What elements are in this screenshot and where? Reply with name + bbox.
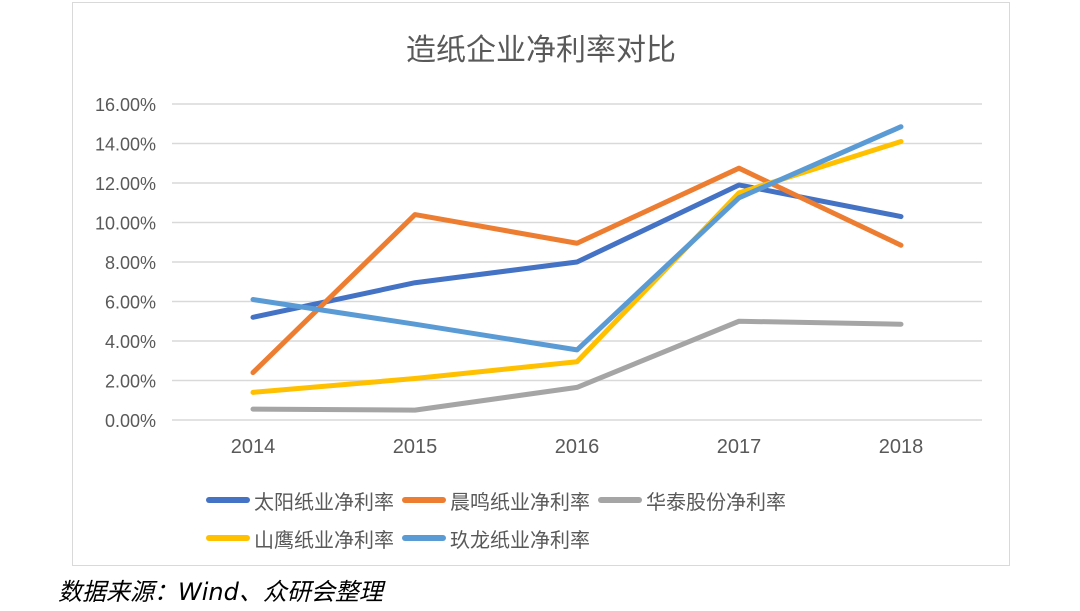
y-tick-label: 14.00% (95, 135, 156, 155)
legend-item: 晨鸣纸业净利率 (402, 486, 590, 515)
legend-swatch (206, 535, 250, 541)
legend-label: 华泰股份净利率 (646, 489, 786, 514)
series-line (250, 139, 904, 395)
source-note: 数据来源：Wind、众研会整理 (58, 578, 383, 606)
legend-item: 山鹰纸业净利率 (206, 524, 394, 553)
chart-legend: 太阳纸业净利率 晨鸣纸业净利率 华泰股份净利率 山鹰纸业净利率 玖龙纸业净利率 (206, 481, 926, 557)
legend-label: 晨鸣纸业净利率 (450, 489, 590, 514)
legend-item: 华泰股份净利率 (598, 486, 786, 515)
y-tick-label: 12.00% (95, 174, 156, 194)
legend-label: 山鹰纸业净利率 (254, 527, 394, 552)
series-line (250, 124, 904, 353)
legend-row: 太阳纸业净利率 晨鸣纸业净利率 华泰股份净利率 (206, 481, 926, 519)
series-line (250, 182, 904, 320)
x-tick-label: 2018 (879, 436, 924, 458)
legend-swatch (402, 535, 446, 541)
x-tick-label: 2017 (717, 436, 762, 458)
legend-swatch (206, 497, 250, 503)
legend-row: 山鹰纸业净利率 玖龙纸业净利率 (206, 519, 926, 557)
legend-item: 太阳纸业净利率 (206, 486, 394, 515)
y-tick-label: 16.00% (95, 95, 156, 115)
legend-swatch (402, 497, 446, 503)
series-line (250, 318, 904, 413)
series-line (250, 165, 904, 376)
legend-swatch (598, 497, 642, 503)
chart-title: 造纸企业净利率对比 (406, 33, 676, 68)
y-tick-label: 2.00% (105, 372, 156, 392)
legend-item: 玖龙纸业净利率 (402, 524, 590, 553)
y-tick-label: 8.00% (105, 253, 156, 273)
y-tick-label: 6.00% (105, 293, 156, 313)
x-tick-label: 2016 (555, 436, 600, 458)
x-tick-label: 2015 (393, 436, 438, 458)
x-tick-label: 2014 (231, 436, 276, 458)
y-tick-label: 0.00% (105, 411, 156, 431)
chart-frame: 造纸企业净利率对比 (72, 2, 1010, 566)
legend-label: 玖龙纸业净利率 (450, 527, 590, 552)
legend-label: 太阳纸业净利率 (254, 489, 394, 514)
y-tick-label: 10.00% (95, 214, 156, 234)
y-tick-label: 4.00% (105, 332, 156, 352)
